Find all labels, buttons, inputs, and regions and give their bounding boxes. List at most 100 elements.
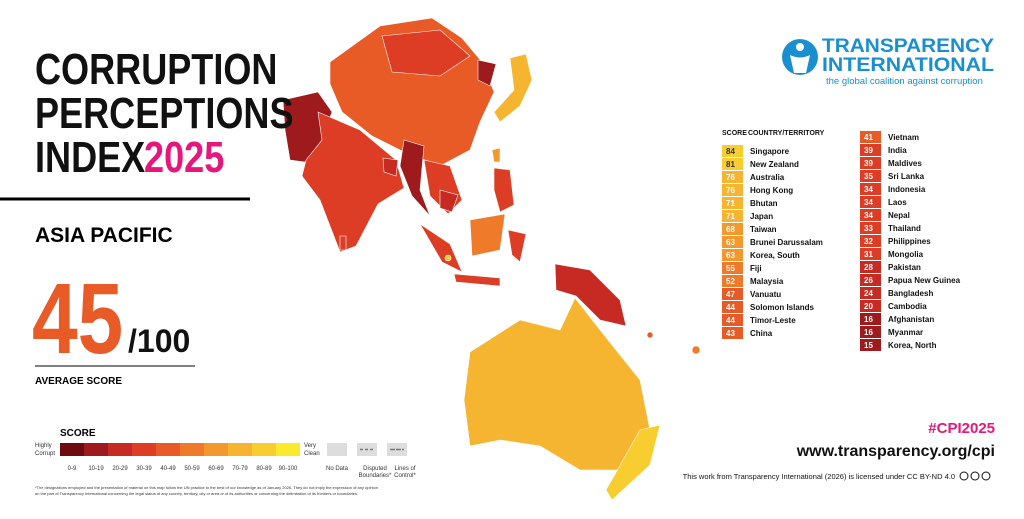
country: Fiji (750, 264, 762, 273)
country: Papua New Guinea (888, 276, 961, 285)
country: Bhutan (750, 199, 778, 208)
country: Cambodia (888, 302, 927, 311)
score-cell (722, 288, 743, 300)
logo-name: INTERNATIONAL (822, 55, 994, 76)
table-header: COUNTRY/TERRITORY (748, 130, 825, 137)
legend-low-label: Highly (35, 443, 52, 449)
score: 32 (864, 237, 873, 246)
country: Nepal (888, 211, 910, 220)
legend-swatch (60, 443, 84, 456)
score-cell (722, 275, 743, 287)
score-cell (860, 300, 881, 312)
legend-other-label: Control* (394, 473, 416, 479)
legend-high-label: Very (304, 443, 316, 449)
score: 43 (726, 329, 735, 338)
country: Maldives (888, 159, 922, 168)
score-cell (860, 209, 881, 221)
score: 68 (726, 225, 735, 234)
country: Malaysia (750, 277, 784, 286)
logo (782, 39, 818, 75)
score-cell (860, 261, 881, 273)
country: Laos (888, 198, 907, 207)
score-cell (722, 223, 743, 235)
score-cell (860, 274, 881, 286)
score: 15 (864, 341, 873, 350)
country: Brunei Darussalam (750, 238, 823, 247)
hashtag: #CPI2025 (928, 420, 995, 437)
score: 33 (864, 224, 873, 233)
score-cell (722, 249, 743, 261)
score-cell (722, 314, 743, 326)
country: Korea, North (888, 341, 937, 350)
cc-icons (959, 471, 991, 481)
legend-other-label: No Data (326, 466, 349, 472)
legend-bin-label: 80-89 (256, 466, 272, 472)
legend-swatch (84, 443, 108, 456)
score-cell (860, 196, 881, 208)
score-cell (722, 184, 743, 196)
score: 16 (864, 315, 873, 324)
score-cell (722, 197, 743, 209)
legend-other-label: Lines of (394, 466, 415, 472)
legend-bin-label: 10-19 (88, 466, 104, 472)
score: 34 (864, 198, 873, 207)
legend-swatch (228, 443, 252, 456)
country: Sri Lanka (888, 172, 925, 181)
country: Indonesia (888, 185, 926, 194)
legend-bin-label: 90-100 (279, 466, 298, 472)
title-line: PERCEPTIONS (35, 89, 294, 138)
country: Korea, South (750, 251, 800, 260)
country: Singapore (750, 147, 790, 156)
score: 71 (726, 212, 735, 221)
score-cell (860, 131, 881, 143)
score: 63 (726, 251, 735, 260)
country: Bangladesh (888, 289, 933, 298)
legend-swatch (276, 443, 300, 456)
legend-bin-label: 20-29 (112, 466, 128, 472)
country: Hong Kong (750, 186, 793, 195)
country: Thailand (888, 224, 921, 233)
legend-bin-label: 50-59 (184, 466, 200, 472)
region: ASIA PACIFIC (35, 224, 173, 247)
score: 34 (864, 211, 873, 220)
score: 44 (726, 303, 735, 312)
title-line: CORRUPTION (35, 45, 277, 94)
legend: 0-9 10-19 20-29 30-39 40-49 50-59 60-69 70-79 80… (35, 443, 416, 479)
country: Taiwan (750, 225, 777, 234)
score: 63 (726, 238, 735, 247)
score-cell (722, 262, 743, 274)
score-cell (722, 210, 743, 222)
disclaimer-line: on the part of Transparency Internationa… (35, 491, 358, 496)
score: 39 (864, 146, 873, 155)
score: 20 (864, 302, 873, 311)
score-cell (860, 248, 881, 260)
score: 31 (864, 250, 873, 259)
score-cell (722, 145, 743, 157)
legend-swatch (180, 443, 204, 456)
table-header: SCORE (722, 130, 747, 137)
score-table: SCORE COUNTRY/TERRITORY 84 Singapore 81 New Z… (722, 130, 961, 351)
country: Mongolia (888, 250, 924, 259)
score: 71 (726, 199, 735, 208)
legend-swatch (204, 443, 228, 456)
score: 35 (864, 172, 873, 181)
country: India (888, 146, 907, 155)
score: 28 (864, 263, 873, 272)
score-cell (860, 157, 881, 169)
map (282, 17, 701, 501)
legend-other-label: Disputed (363, 466, 387, 472)
score: 41 (864, 133, 873, 142)
country: Solomon Islands (750, 303, 815, 312)
legend-swatch (252, 443, 276, 456)
score-cell (860, 287, 881, 299)
legend-bin-label: 0-9 (68, 466, 77, 472)
legend-swatch (108, 443, 132, 456)
legend-swatch (156, 443, 180, 456)
legend-other-label: Boundaries* (359, 473, 392, 479)
score: 81 (726, 160, 735, 169)
legend-other-swatch (327, 443, 347, 456)
logo-tagline: the global coalition against corruption (826, 76, 983, 87)
